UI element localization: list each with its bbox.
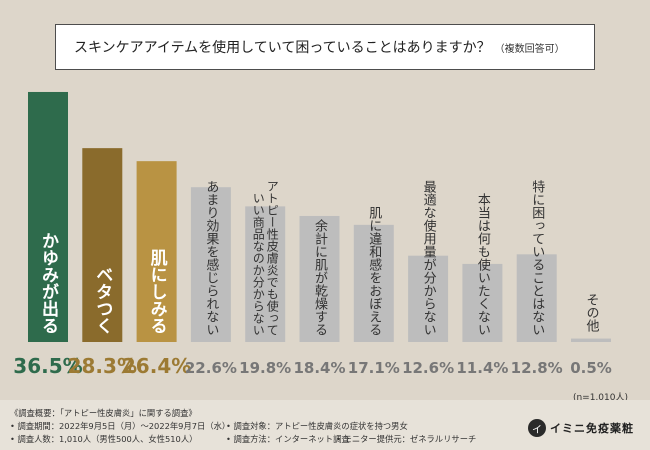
logo-mark-icon: イ: [528, 419, 546, 437]
bar-8: [408, 255, 449, 342]
logo-text: イミニ免疫薬粧: [550, 422, 634, 435]
question-box: スキンケアアイテムを使用していて困っていることはありますか？ （複数回答可）: [55, 24, 595, 70]
bar-label-line: 本当は何も使いたくない: [475, 193, 491, 336]
bar-label-line: いい商品なのか分からない: [251, 192, 265, 336]
bar-label-line: 余計に肌が乾燥する: [312, 218, 328, 336]
bar-10: [516, 254, 557, 342]
bar-label-line: かゆみが出る: [38, 232, 59, 334]
bar-6: [299, 215, 340, 342]
value-label-10: 12.8%: [511, 359, 563, 377]
bar-4: [190, 187, 231, 342]
value-label-3: 26.4%: [122, 354, 191, 378]
bar-label-11: その他: [584, 293, 600, 333]
footnote-target: • 調査対象：アトピー性皮膚炎の症状を持つ男女: [226, 421, 408, 431]
bar-label-line: あまり効果を感じられない: [203, 180, 219, 336]
footnote-period: • 調査期間：2022年9月5日（月）～2022年9月7日（水）: [10, 421, 231, 431]
footnote-people: • 調査人数：1,010人（男性500人、女性510人）: [10, 434, 198, 444]
value-label-2: 28.3%: [68, 354, 137, 378]
bar-label-10: 特に困っていることはない: [529, 180, 545, 336]
bar-9: [462, 263, 503, 342]
bar-label-line: ベタつく: [92, 266, 113, 334]
footnote-monitor: • モニター提供元：ゼネラルリサーチ: [336, 434, 477, 444]
value-label-7: 17.1%: [348, 359, 400, 377]
value-label-11: 0.5%: [570, 359, 612, 377]
bar-label-line: 肌にしみる: [147, 249, 168, 334]
bar-5: [245, 206, 286, 342]
bar-label-2: ベタつく: [92, 266, 113, 334]
value-label-4: 22.6%: [185, 359, 237, 377]
footnote-method: • 調査方法：インターネット調査: [226, 434, 350, 444]
bar-chart: かゆみが出る 36.5% ベタつく 28.3% 肌にしみる 26.4% あまり効果を感じられ…: [13, 91, 612, 378]
value-label-6: 18.4%: [293, 359, 345, 377]
bar-label-line: 肌に違和感をおぼえる: [366, 206, 382, 336]
question-note: （複数回答可）: [494, 44, 565, 55]
bar-label-7: 肌に違和感をおぼえる: [366, 206, 382, 336]
bar-label-4: あまり効果を感じられない: [203, 180, 219, 336]
bar-1: [28, 91, 68, 342]
footnote-overview: 《調査概要：「アトピー性皮膚炎」に関する調査》: [10, 408, 197, 418]
value-label-9: 11.4%: [456, 359, 508, 377]
value-label-5: 19.8%: [239, 359, 291, 377]
sample-size: (n=1,010人): [572, 393, 628, 403]
bar-label-9: 本当は何も使いたくない: [475, 193, 491, 336]
bar-label-8: 最適な使用量が分からない: [421, 180, 437, 336]
value-label-1: 36.5%: [13, 354, 82, 378]
logo: イ イミニ免疫薬粧: [528, 417, 640, 439]
bar-label-6: 余計に肌が乾燥する: [312, 218, 328, 336]
question-text: スキンケアアイテムを使用していて困っていることはありますか？ （複数回答可）: [74, 37, 565, 57]
bar-label-line: 特に困っていることはない: [529, 180, 545, 336]
bar-label-line: その他: [584, 293, 600, 333]
value-label-8: 12.6%: [402, 359, 454, 377]
bar-label-1: かゆみが出る: [38, 232, 59, 334]
bar-label-line: 最適な使用量が分からない: [421, 180, 437, 336]
bar-3: [136, 161, 177, 342]
bar-label-line: アトピー性皮膚炎でも使って: [265, 180, 279, 336]
bar-11: [571, 338, 611, 342]
question-label: スキンケアアイテムを使用していて困っていることはありますか？: [74, 40, 491, 56]
bar-7: [353, 224, 394, 342]
bar-2: [82, 148, 123, 342]
bar-label-3: 肌にしみる: [147, 249, 168, 334]
